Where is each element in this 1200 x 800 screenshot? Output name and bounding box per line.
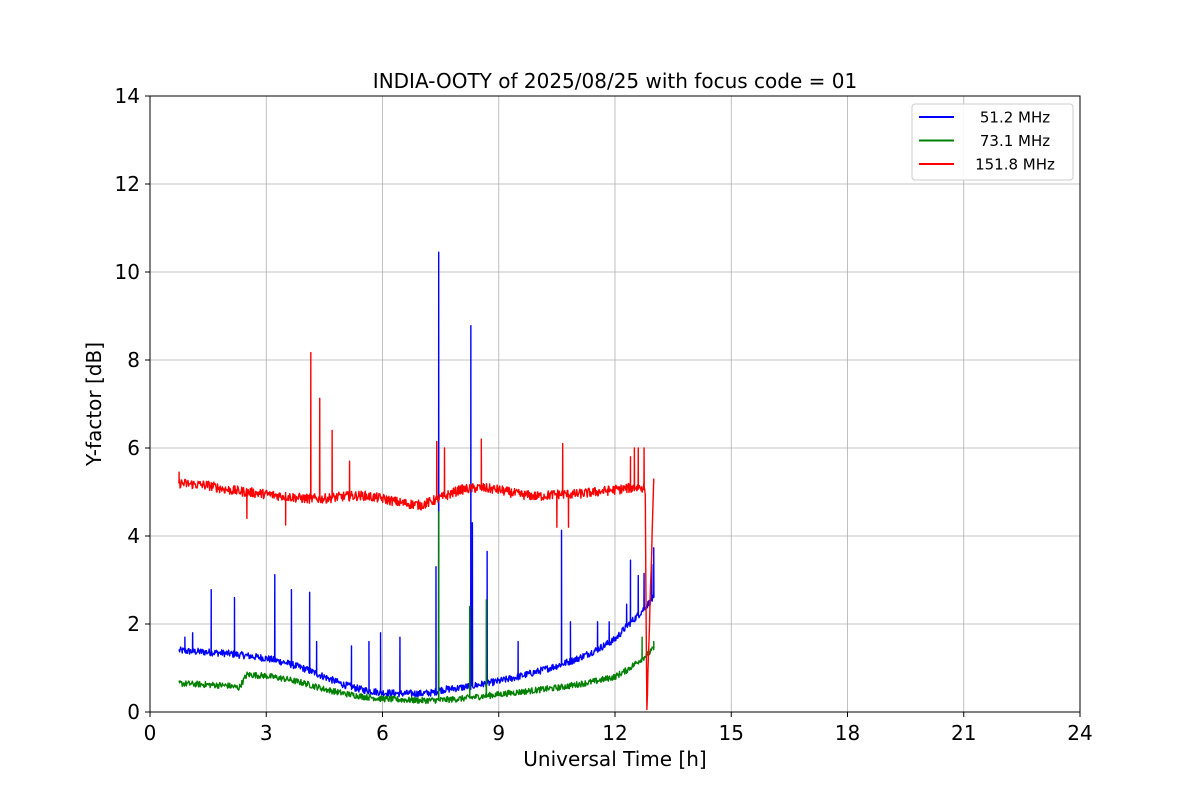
series-line (178, 251, 655, 698)
legend-label: 151.8 MHz (975, 156, 1055, 174)
x-tick-label: 6 (376, 721, 389, 745)
x-tick-label: 12 (602, 721, 627, 745)
series-1 (178, 511, 655, 705)
x-tick-label: 15 (719, 721, 744, 745)
y-axis-label: Y-factor [dB] (82, 342, 106, 467)
x-tick-label: 9 (492, 721, 505, 745)
series-2 (178, 351, 655, 711)
series-0 (178, 251, 655, 698)
x-tick-label: 21 (951, 721, 976, 745)
y-tick-label: 0 (127, 700, 140, 724)
y-tick-label: 14 (115, 84, 140, 108)
x-tick-label: 3 (260, 721, 273, 745)
legend-label: 73.1 MHz (980, 132, 1050, 150)
series-line (178, 351, 655, 711)
y-tick-label: 4 (127, 524, 140, 548)
y-tick-label: 12 (115, 172, 140, 196)
legend-label: 51.2 MHz (980, 109, 1050, 127)
x-tick-label: 0 (144, 721, 157, 745)
x-tick-label: 18 (835, 721, 860, 745)
y-tick-label: 10 (115, 260, 140, 284)
chart-title: INDIA-OOTY of 2025/08/25 with focus code… (373, 69, 857, 93)
legend-box (911, 103, 1074, 181)
y-tick-label: 2 (127, 612, 140, 636)
legend: 51.2 MHz 73.1 MHz 151.8 MHz (911, 103, 1074, 181)
x-tick-label: 24 (1067, 721, 1092, 745)
y-tick-label: 6 (127, 436, 140, 460)
x-axis-label: Universal Time [h] (523, 747, 706, 771)
y-tick-label: 8 (127, 348, 140, 372)
plot-series (178, 251, 655, 711)
series-line (178, 511, 655, 705)
